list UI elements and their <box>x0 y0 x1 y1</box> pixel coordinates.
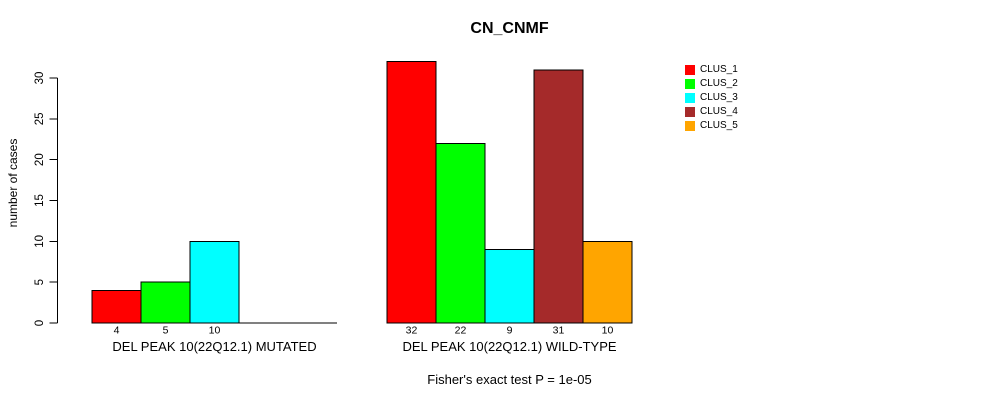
chart-title: CN_CNMF <box>470 20 549 37</box>
legend-item-clus_4: CLUS_4 <box>685 105 738 119</box>
legend-item-clus_5: CLUS_5 <box>685 119 738 133</box>
bar-clus_5-wild-type <box>582 240 633 324</box>
bar-value-label: 9 <box>507 325 513 337</box>
fisher-test-footnote: Fisher's exact test P = 1e-05 <box>427 372 592 387</box>
bar-clus_4-wild-type <box>533 69 584 324</box>
legend-label: CLUS_1 <box>700 64 738 75</box>
y-axis-tick-label: 20 <box>34 153 46 166</box>
y-axis-tick-label: 30 <box>34 72 46 85</box>
legend-swatch-clus_3 <box>685 93 695 103</box>
legend-swatch-clus_2 <box>685 79 695 89</box>
legend-swatch-clus_4 <box>685 107 695 117</box>
y-axis-tick-label: 10 <box>34 235 46 248</box>
bar-clus_1-mutated <box>91 289 142 324</box>
y-axis-title: number of cases <box>6 139 20 228</box>
legend-swatch-clus_5 <box>685 121 695 131</box>
bar-clus_2-wild-type <box>435 142 486 324</box>
legend-label: CLUS_2 <box>700 78 738 89</box>
bar-value-label: 32 <box>406 325 418 337</box>
legend-item-clus_1: CLUS_1 <box>685 63 738 77</box>
legend-label: CLUS_4 <box>700 106 738 117</box>
bar-value-label: 22 <box>455 325 467 337</box>
x-axis-group-label-mutated: DEL PEAK 10(22Q12.1) MUTATED <box>112 339 317 354</box>
bar-clus_2-mutated <box>140 281 191 324</box>
bar-value-label: 10 <box>209 325 221 337</box>
bar-value-label: 10 <box>602 325 614 337</box>
bar-value-label: 5 <box>163 325 169 337</box>
bar-value-label: 4 <box>114 325 120 337</box>
bar-clus_3-wild-type <box>484 249 535 324</box>
legend-item-clus_3: CLUS_3 <box>685 91 738 105</box>
legend-label: CLUS_3 <box>700 92 738 103</box>
y-axis-tick-label: 15 <box>34 194 46 207</box>
bar-clus_3-mutated <box>189 240 240 324</box>
y-axis-tick-label: 25 <box>34 112 46 125</box>
legend: CLUS_1 CLUS_2 CLUS_3 CLUS_4 CLUS_5 <box>685 63 738 133</box>
bar-clus_1-wild-type <box>386 61 437 324</box>
legend-item-clus_2: CLUS_2 <box>685 77 738 91</box>
legend-label: CLUS_5 <box>700 120 738 131</box>
y-axis-tick-label: 0 <box>34 320 46 326</box>
x-axis-group-label-wild-type: DEL PEAK 10(22Q12.1) WILD-TYPE <box>402 339 617 354</box>
bar-value-label: 31 <box>553 325 565 337</box>
legend-swatch-clus_1 <box>685 65 695 75</box>
y-axis-tick-label: 5 <box>34 279 46 285</box>
